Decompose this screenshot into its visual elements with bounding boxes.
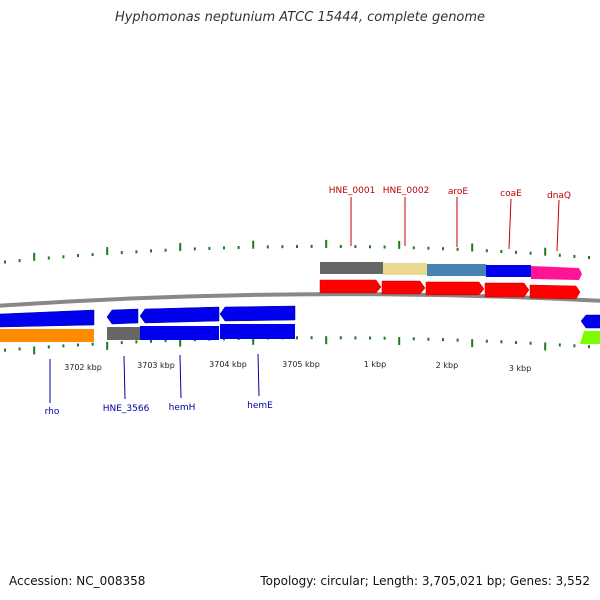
label-line-dnaQ <box>556 199 560 252</box>
gene-label-dnaQ[interactable]: dnaQ <box>547 191 571 201</box>
forward-cds-track <box>319 279 581 300</box>
forward-gene-labels: HNE_0001 HNE_0002 aroE coaE dnaQ <box>329 186 571 201</box>
reverse-cds-arrow-3[interactable] <box>219 305 296 322</box>
gene-label-rho[interactable]: rho <box>45 407 60 417</box>
forward-label-lines <box>350 197 560 252</box>
forward-cds-arrow-2[interactable] <box>425 281 485 296</box>
reverse-gene-labels: rho HNE_3566 hemH hemE <box>45 401 274 417</box>
forward-cds-arrow-4[interactable] <box>529 284 581 300</box>
reverse-cds-arrow-1[interactable] <box>106 308 139 325</box>
topology-label: Topology: circular; Length: 3,705,021 bp… <box>260 574 590 588</box>
scale-label-3704kbp: 3704 kbp <box>209 360 247 369</box>
accession-label: Accession: NC_008358 <box>9 574 146 588</box>
reverse-color-bar-0[interactable] <box>0 329 94 342</box>
reverse-cds-arrow-4[interactable] <box>580 314 600 329</box>
forward-color-bar-1[interactable] <box>383 263 427 275</box>
forward-color-bar-0[interactable] <box>320 262 383 274</box>
gene-label-hemE[interactable]: hemE <box>247 401 273 411</box>
scale-label-3kbp: 3 kbp <box>509 364 531 373</box>
scale-label-1kbp: 1 kbp <box>364 360 386 369</box>
reverse-cds-arrow-0[interactable] <box>0 309 95 328</box>
outer-tick-marks <box>4 239 590 264</box>
forward-cds-arrow-0[interactable] <box>319 279 382 294</box>
page-title: Hyphomonas neptunium ATCC 15444, complet… <box>114 10 486 25</box>
reverse-color-bar-4[interactable] <box>580 331 600 344</box>
reverse-color-bar-1[interactable] <box>107 327 140 340</box>
gene-label-HNE_0002[interactable]: HNE_0002 <box>383 186 430 196</box>
forward-cds-arrow-3[interactable] <box>484 282 530 298</box>
forward-cds-arrow-1[interactable] <box>381 280 426 295</box>
label-line-HNE_3566 <box>123 355 126 400</box>
gene-label-coaE[interactable]: coaE <box>500 189 522 199</box>
reverse-color-bar-3[interactable] <box>220 324 295 339</box>
reverse-color-track <box>0 324 600 344</box>
forward-color-bar-3[interactable] <box>486 265 531 277</box>
gene-label-HNE_3566[interactable]: HNE_3566 <box>103 404 150 414</box>
gene-label-HNE_0001[interactable]: HNE_0001 <box>329 186 376 196</box>
label-line-hemH <box>179 354 182 399</box>
gene-label-hemH[interactable]: hemH <box>169 403 196 413</box>
reverse-cds-arrow-2[interactable] <box>139 306 220 324</box>
scale-label-3703kbp: 3703 kbp <box>137 361 175 370</box>
gene-label-aroE[interactable]: aroE <box>448 187 469 197</box>
reverse-cds-track <box>0 305 600 329</box>
label-line-coaE <box>508 198 512 250</box>
label-line-hemE <box>257 353 260 397</box>
forward-color-track <box>320 262 582 280</box>
scale-label-2kbp: 2 kbp <box>436 361 458 370</box>
scale-label-3702kbp: 3702 kbp <box>64 363 102 372</box>
scale-labels: 3702 kbp 3703 kbp 3704 kbp 3705 kbp 1 kb… <box>64 360 531 373</box>
forward-color-bar-4[interactable] <box>531 266 582 280</box>
scale-label-3705kbp: 3705 kbp <box>282 360 320 369</box>
genome-backbone <box>0 292 600 308</box>
reverse-color-bar-2[interactable] <box>140 326 219 340</box>
forward-color-bar-2[interactable] <box>427 264 486 276</box>
reverse-label-lines <box>49 353 260 403</box>
